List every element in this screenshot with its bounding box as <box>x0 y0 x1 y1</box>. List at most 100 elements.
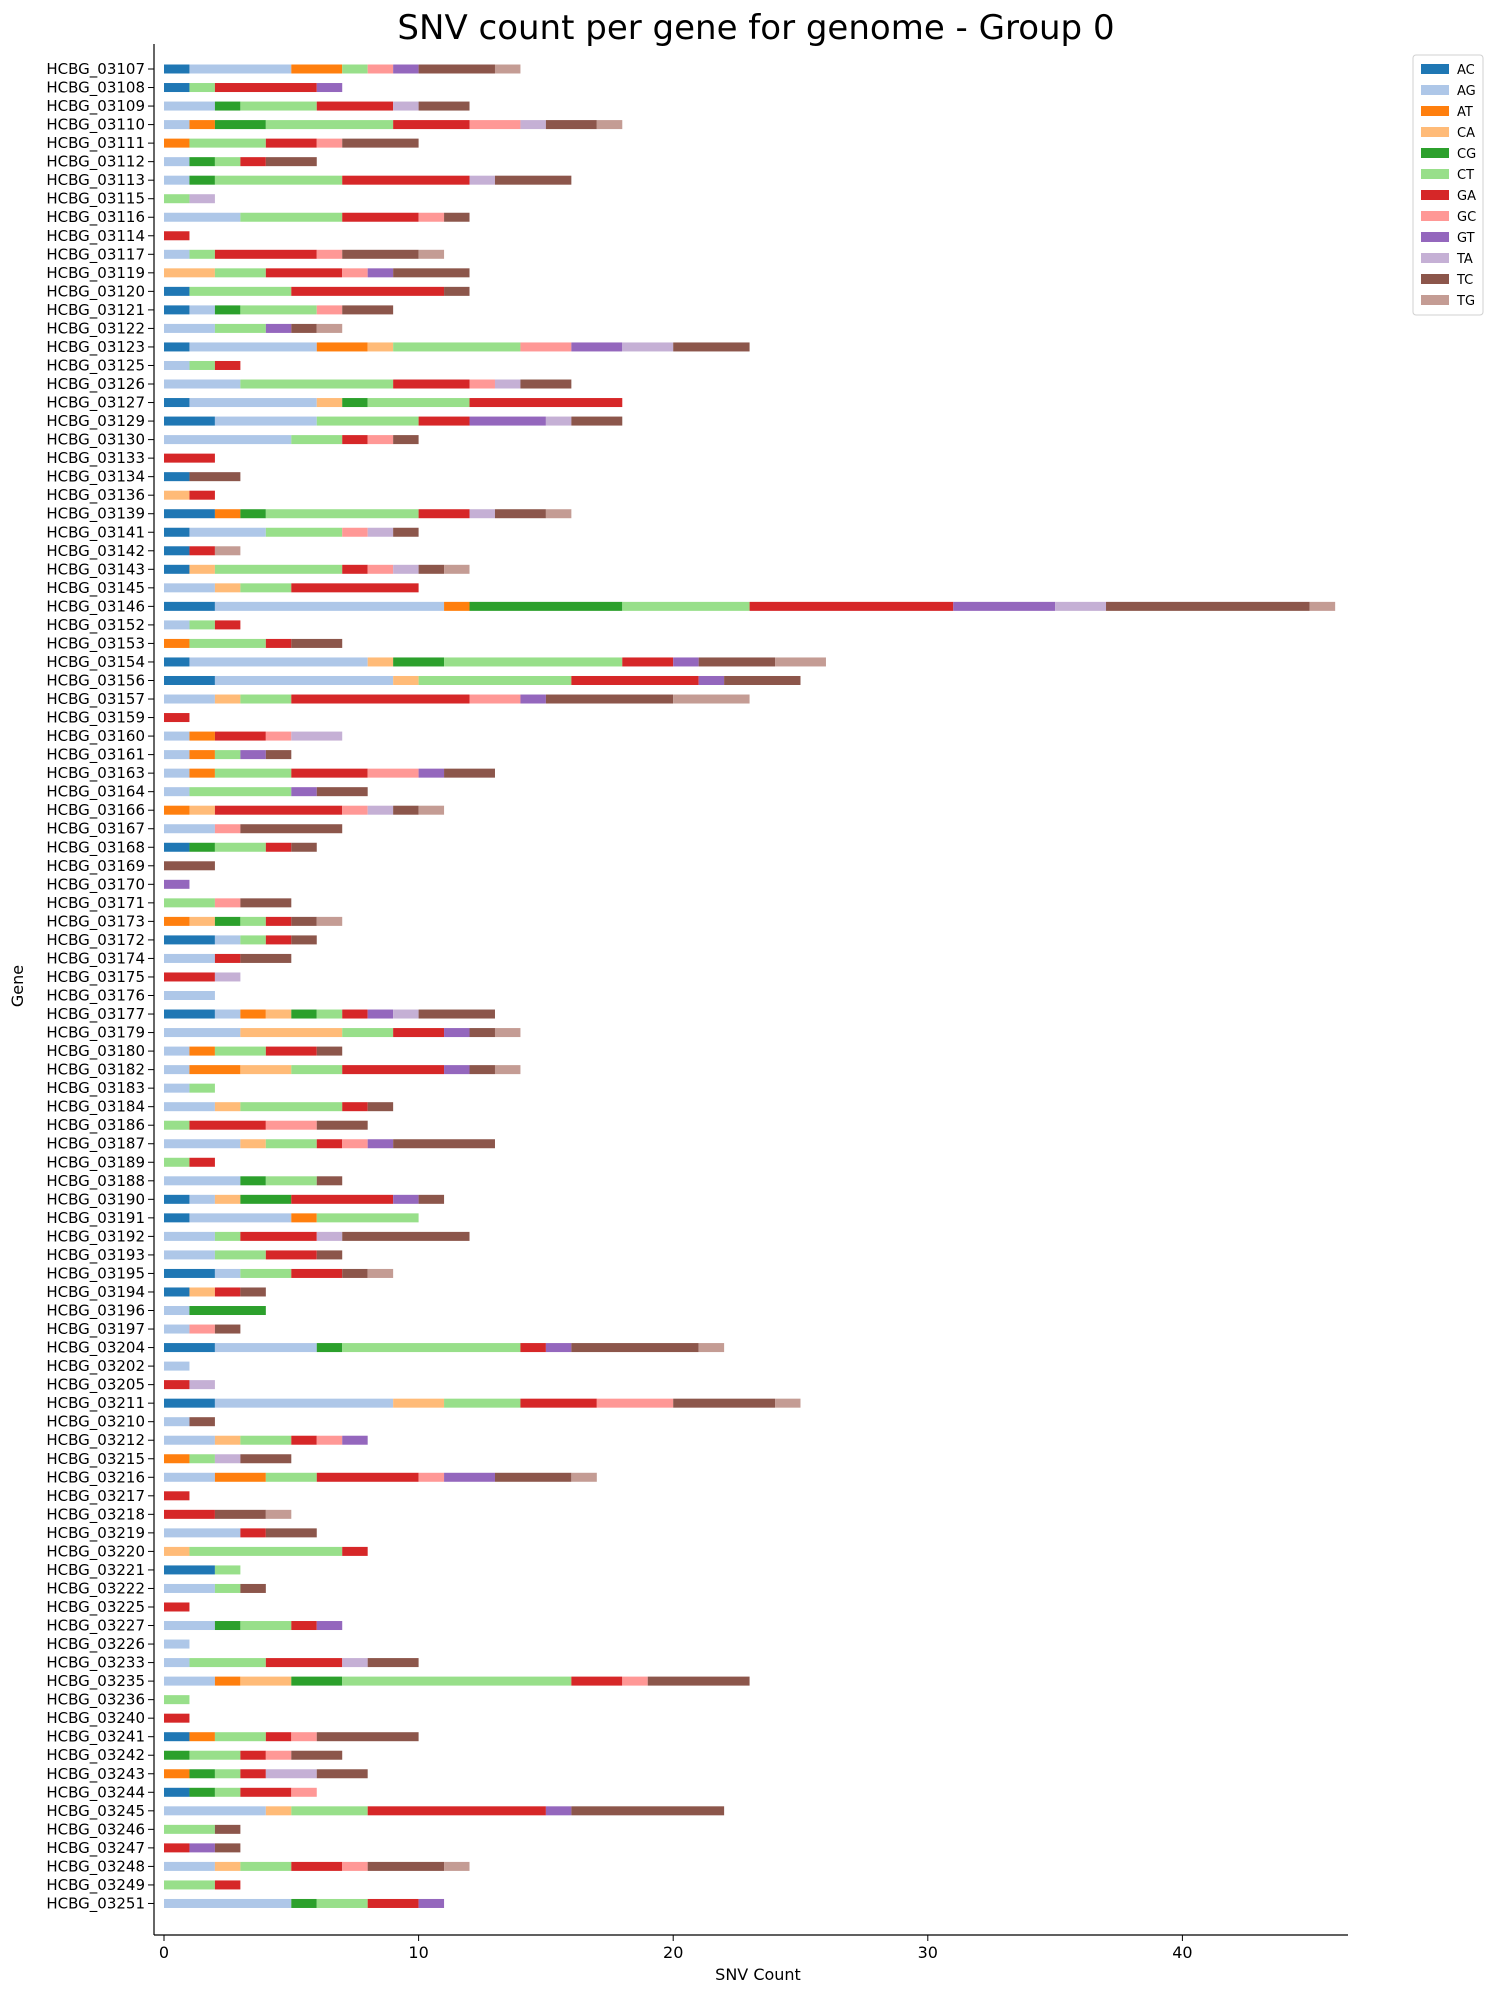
bar-segment-ag <box>214 601 445 611</box>
bar-segment-ag <box>164 1028 241 1038</box>
bar-segment-ta <box>469 509 495 519</box>
bar-segment-tc <box>164 861 215 871</box>
bar-segment-ct <box>214 564 343 574</box>
bar-segment-ct <box>316 1213 419 1223</box>
bar-segment-at <box>189 1732 215 1742</box>
bar-segment-ct <box>240 935 266 945</box>
bar-segment-tg <box>698 1343 725 1353</box>
bar-segment-tc <box>444 212 470 222</box>
bar-segment-ct <box>240 379 394 389</box>
bar-segment-ag <box>164 620 190 630</box>
bar-segment-tc <box>291 935 317 945</box>
bar-segment-ag <box>164 1658 190 1668</box>
gene-label: HCBG_03217 <box>46 1487 145 1506</box>
gene-label: HCBG_03202 <box>46 1357 145 1376</box>
bar-segment-ca <box>265 1009 292 1019</box>
bar-segment-tc <box>571 1806 725 1816</box>
legend-label: GT <box>1457 231 1475 246</box>
gene-label: HCBG_03173 <box>46 912 145 931</box>
bar-segment-ct <box>367 398 470 408</box>
bar-segment-at <box>214 1676 241 1686</box>
gene-label: HCBG_03216 <box>46 1468 145 1487</box>
bar-segment-ac <box>164 657 190 667</box>
bar-segment-ca <box>189 1287 215 1297</box>
gene-label: HCBG_03240 <box>46 1709 145 1728</box>
bar-segment-cg <box>240 1194 292 1204</box>
bar-segment-ac <box>164 1268 215 1278</box>
bar-segment-ca <box>393 1398 445 1408</box>
bar-segment-ta <box>367 805 394 815</box>
gene-label: HCBG_03164 <box>46 783 145 802</box>
gene-label: HCBG_03211 <box>46 1394 145 1413</box>
bar-segment-tg <box>214 546 241 556</box>
bar-segment-ga <box>622 657 674 667</box>
bar-segment-ct <box>291 435 343 445</box>
bar-segment-tc <box>342 249 419 259</box>
bar-segment-gt <box>520 694 546 704</box>
bar-segment-gt <box>265 323 292 333</box>
bar-segment-ta <box>393 1009 419 1019</box>
bar-segment-tc <box>342 138 419 148</box>
bar-segment-tc <box>316 1176 343 1186</box>
legend-swatch-ag <box>1421 85 1449 95</box>
bar-segment-tc <box>520 379 572 389</box>
bar-segment-gc <box>342 268 368 278</box>
gene-label: HCBG_03242 <box>46 1746 145 1765</box>
bar-segment-at <box>316 342 368 352</box>
bar-segment-ga <box>265 638 292 648</box>
bar-segment-ag <box>164 120 190 130</box>
bar-segment-at <box>189 120 215 130</box>
bar-segment-tg <box>265 1509 292 1519</box>
bar-segment-tg <box>775 1398 801 1408</box>
bar-segment-gc <box>469 120 521 130</box>
bar-segment-ac <box>164 1787 190 1797</box>
bar-segment-ag <box>164 1176 241 1186</box>
bar-segment-ga <box>240 1750 266 1760</box>
gene-label: HCBG_03212 <box>46 1431 145 1450</box>
bar-segment-gc <box>265 1120 317 1130</box>
bar-segment-ag <box>164 1472 215 1482</box>
bar-segment-tg <box>494 1028 521 1038</box>
bar-segment-ag <box>214 1268 241 1278</box>
bar-segment-ct <box>240 1435 292 1445</box>
bar-segment-ga <box>291 583 419 593</box>
gene-label: HCBG_03195 <box>46 1264 145 1283</box>
bar-segment-ga <box>164 713 190 723</box>
bar-segment-gt <box>316 1621 343 1631</box>
bar-segment-tc <box>342 1231 470 1241</box>
bar-segment-ta <box>291 731 343 741</box>
gene-label: HCBG_03171 <box>46 894 145 913</box>
bar-segment-tc <box>316 1732 419 1742</box>
bar-segment-ct <box>240 916 266 926</box>
bar-segment-ga <box>367 1806 546 1816</box>
gene-label: HCBG_03159 <box>46 709 145 728</box>
gene-label: HCBG_03134 <box>46 468 145 487</box>
bar-segment-ac <box>164 416 215 426</box>
y-axis: HCBG_03107HCBG_03108HCBG_03109HCBG_03110… <box>46 44 155 1935</box>
bar-segment-ag <box>164 157 190 167</box>
bar-segment-ga <box>469 398 623 408</box>
gene-label: HCBG_03172 <box>46 931 145 950</box>
bar-segment-gc <box>418 1472 445 1482</box>
gene-label: HCBG_03247 <box>46 1839 145 1858</box>
gene-label: HCBG_03245 <box>46 1802 145 1821</box>
bar-segment-tc <box>342 305 394 315</box>
bar-segment-tc <box>469 1028 495 1038</box>
gene-label: HCBG_03143 <box>46 560 145 579</box>
bar-segment-gc <box>469 379 495 389</box>
x-axis: 0 10 20 30 40 <box>154 1934 1348 1962</box>
bar-segment-ga <box>164 1602 190 1612</box>
legend-label: CA <box>1457 126 1475 141</box>
bar-segment-ag <box>164 694 215 704</box>
bar-segment-at <box>189 1065 241 1075</box>
bar-segment-ca <box>214 694 241 704</box>
x-tick-label: 30 <box>918 1943 938 1962</box>
bar-segment-gc <box>596 1398 674 1408</box>
bar-segment-ag <box>164 583 215 593</box>
gene-label: HCBG_03157 <box>46 690 145 709</box>
gene-label: HCBG_03197 <box>46 1320 145 1339</box>
legend-label: AC <box>1457 63 1475 78</box>
gene-label: HCBG_03123 <box>46 338 145 357</box>
legend-label: TA <box>1456 252 1473 267</box>
